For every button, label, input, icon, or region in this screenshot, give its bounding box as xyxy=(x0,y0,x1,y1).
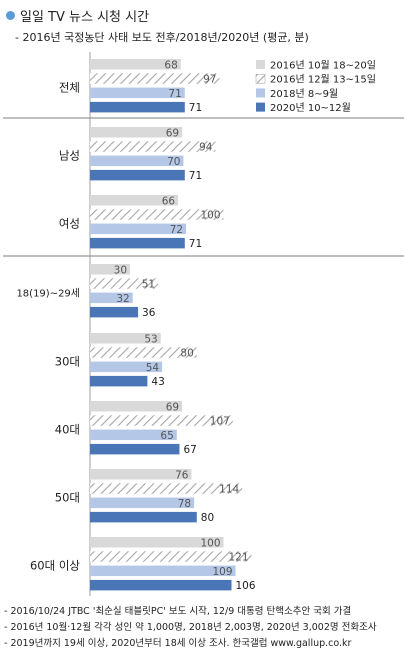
bar xyxy=(90,415,233,426)
data-label: 100 xyxy=(200,210,220,222)
legend-label: 2018년 8~9월 xyxy=(270,88,338,100)
data-label: 71 xyxy=(168,88,181,100)
legend-swatch xyxy=(256,88,265,98)
bar xyxy=(90,278,159,289)
data-label: 80 xyxy=(180,348,193,360)
bar xyxy=(90,127,183,138)
legend-swatch xyxy=(256,102,265,112)
data-label: 43 xyxy=(151,376,164,388)
bar xyxy=(90,292,133,304)
data-label: 71 xyxy=(189,238,202,250)
title-area: 일일 TV 뉴스 시청 시간 - 2016년 국정농단 사태 보도 전후/201… xyxy=(6,6,406,45)
chart-subtitle: - 2016년 국정농단 사태 보도 전후/2018년/2020년 (평균, 분… xyxy=(15,31,309,44)
data-label: 80 xyxy=(201,512,214,524)
chart-title: 일일 TV 뉴스 시청 시간 xyxy=(6,6,406,25)
data-label: 100 xyxy=(200,537,220,549)
data-label: 71 xyxy=(189,170,202,182)
legend-label: 2016년 12월 13~15일 xyxy=(270,74,376,86)
data-label: 30 xyxy=(114,264,127,276)
data-label: 114 xyxy=(219,484,239,496)
bar xyxy=(90,579,232,591)
legend-label: 2020년 10~12월 xyxy=(270,102,351,114)
bar xyxy=(90,551,252,562)
category-label: 전체 xyxy=(59,81,80,95)
bar xyxy=(90,429,177,441)
category-label: 60대 이상 xyxy=(30,559,80,573)
bar xyxy=(90,237,185,249)
legend-label: 2016년 10월 18~20일 xyxy=(270,60,376,72)
bar xyxy=(90,469,192,480)
data-label: 65 xyxy=(160,430,173,442)
bar xyxy=(90,361,163,373)
category-label: 18(19)~29세 xyxy=(16,288,80,300)
footnote-2: - 2016년 10월·12월 각각 성인 약 1,000명, 2018년 2,… xyxy=(4,622,377,633)
bar xyxy=(90,73,220,84)
data-label: 121 xyxy=(228,552,248,564)
data-label: 69 xyxy=(166,127,179,139)
bar xyxy=(90,401,183,412)
bar xyxy=(90,443,180,455)
bar xyxy=(90,59,181,70)
data-label: 94 xyxy=(199,142,213,154)
legend-swatch xyxy=(255,73,266,84)
data-label: 69 xyxy=(166,401,179,413)
bar xyxy=(90,306,139,318)
category-label: 30대 xyxy=(55,355,80,369)
bar-chart: 전체 68 97 71 71 남성 69 94 70 71 여성 66 100 72 71 18(19)~29… xyxy=(3,52,404,596)
bar xyxy=(90,101,185,113)
bar xyxy=(90,375,148,387)
data-label: 51 xyxy=(142,279,155,291)
data-label: 66 xyxy=(162,195,176,207)
data-label: 36 xyxy=(142,307,156,319)
data-label: 68 xyxy=(164,59,177,71)
bullet-dot-icon xyxy=(6,11,15,20)
data-label: 71 xyxy=(189,102,202,114)
data-label: 32 xyxy=(116,293,129,305)
bar xyxy=(90,141,216,152)
category-label: 남성 xyxy=(59,149,80,163)
bar xyxy=(90,223,187,235)
bar xyxy=(90,169,185,181)
bar xyxy=(90,565,236,577)
footnote-3: - 2019년까지 19세 이상, 2020년부터 18세 이상 조사. 한국갤… xyxy=(4,638,352,649)
data-label: 67 xyxy=(183,444,196,456)
bar xyxy=(90,347,197,358)
data-label: 76 xyxy=(175,469,189,481)
bar xyxy=(90,209,224,220)
data-label: 70 xyxy=(167,156,180,168)
category-label: 40대 xyxy=(55,423,80,437)
chart-title-text: 일일 TV 뉴스 시청 시간 xyxy=(20,10,150,25)
bar xyxy=(90,87,185,99)
data-label: 54 xyxy=(146,362,160,374)
data-label: 72 xyxy=(170,224,183,236)
data-label: 78 xyxy=(178,498,191,510)
data-label: 97 xyxy=(203,74,216,86)
data-label: 107 xyxy=(210,416,230,428)
bar xyxy=(90,483,243,494)
bar xyxy=(90,511,197,523)
bar xyxy=(90,333,161,344)
data-label: 53 xyxy=(144,333,157,345)
bar xyxy=(90,497,195,509)
data-label: 109 xyxy=(212,566,232,578)
bar xyxy=(90,195,179,206)
bar xyxy=(90,155,184,167)
bar xyxy=(90,537,224,548)
category-label: 50대 xyxy=(55,491,80,505)
bar xyxy=(90,264,131,275)
legend-swatch xyxy=(256,60,265,69)
footnote-1: - 2016/10/24 JTBC '최순실 태블릿PC' 보도 시작, 12/… xyxy=(4,606,352,617)
category-label: 여성 xyxy=(59,217,80,231)
data-label: 106 xyxy=(236,580,256,592)
footnotes: - 2016/10/24 JTBC '최순실 태블릿PC' 보도 시작, 12/… xyxy=(4,604,406,652)
